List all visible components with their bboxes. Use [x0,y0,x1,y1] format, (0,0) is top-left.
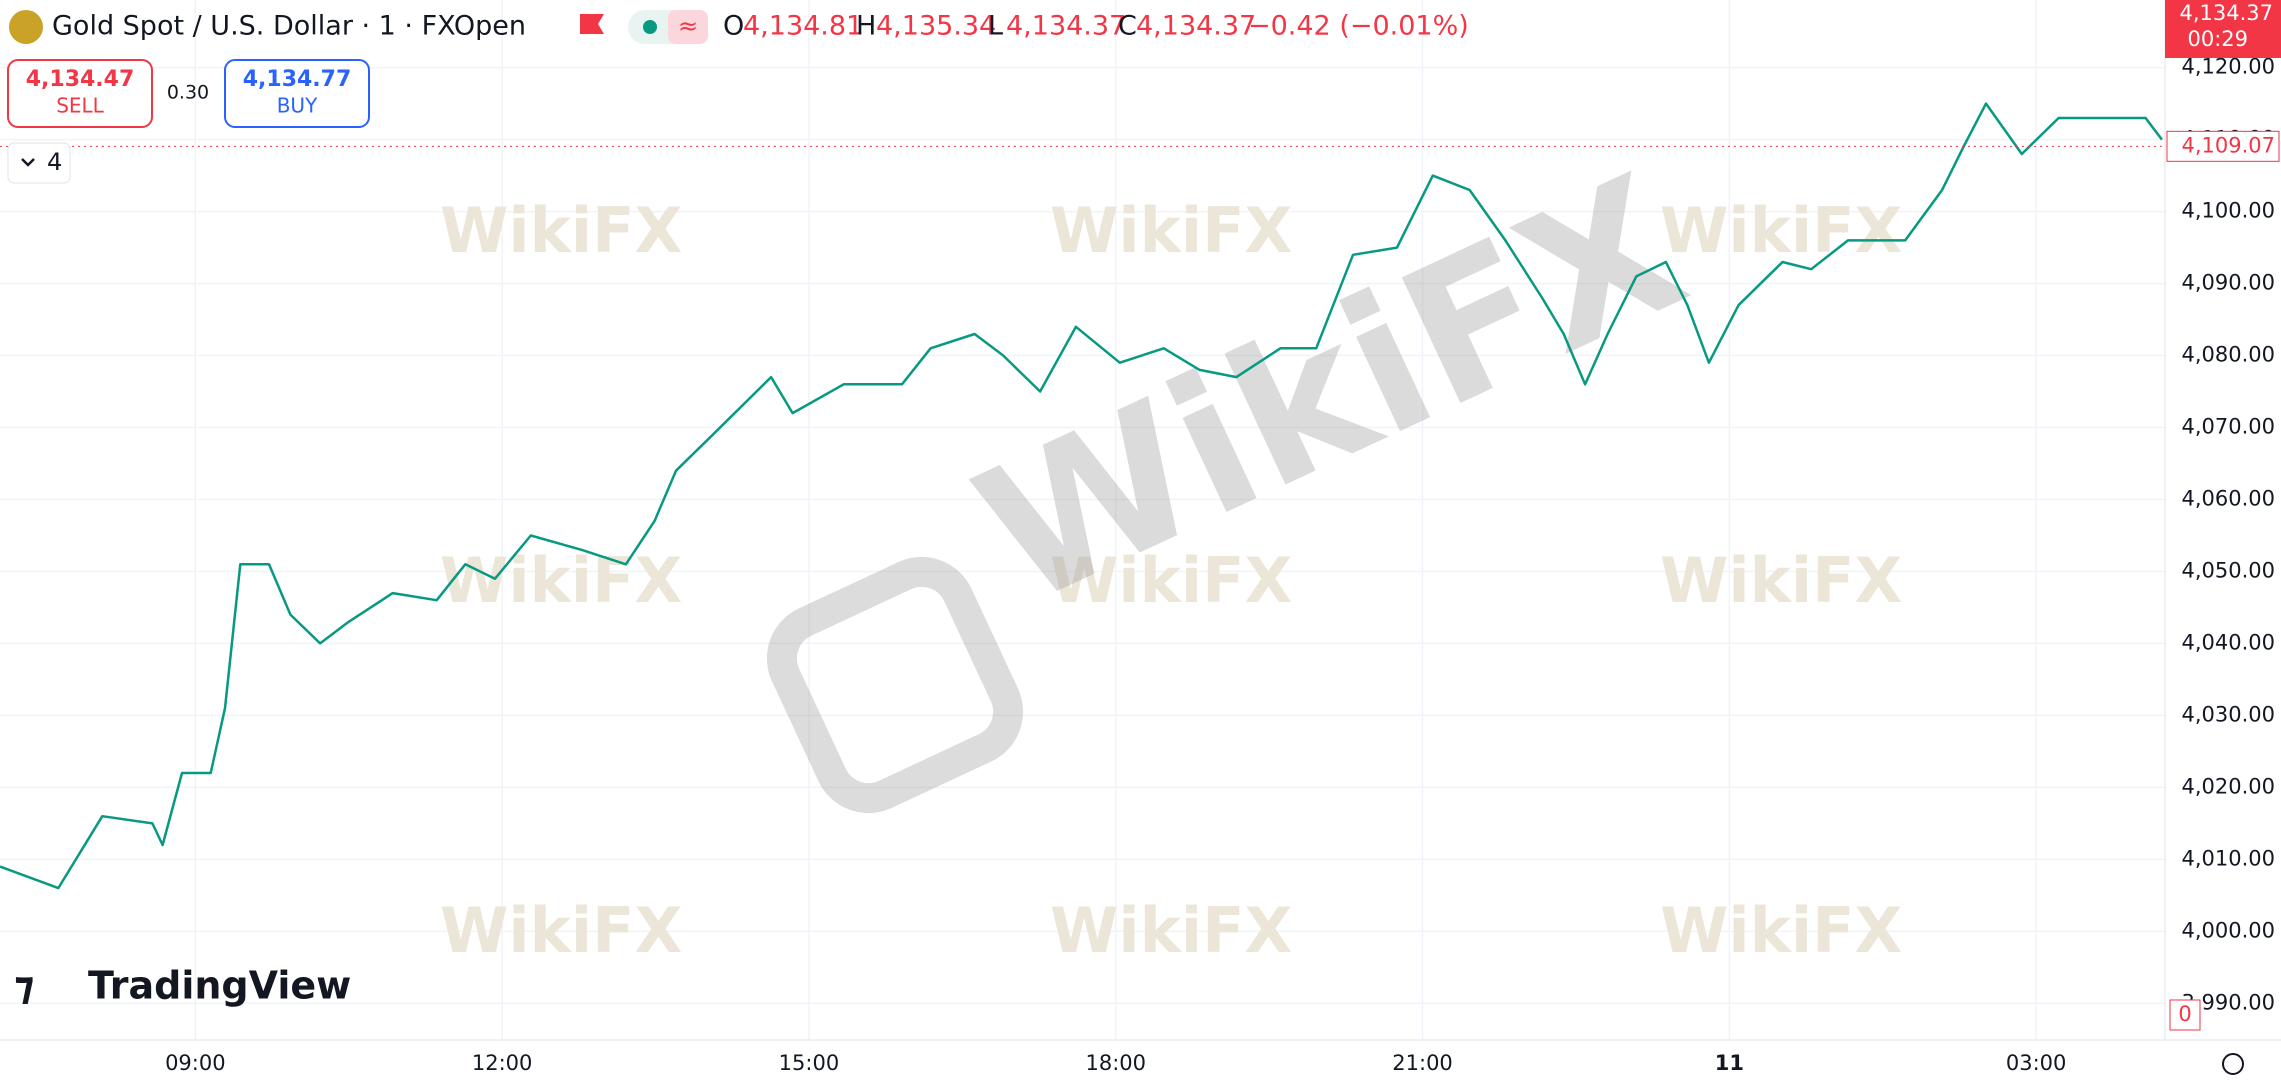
x-tick-label: 21:00 [1392,1051,1453,1075]
ohlc-value: 4,134.37 [1006,11,1126,42]
logo: TradingView [88,964,351,1008]
flag-icon [580,14,604,34]
watermark: WikiFX [1050,194,1292,267]
x-tick-label: 18:00 [1085,1051,1146,1075]
price-axis: 3,990.004,000.004,010.004,020.004,030.00… [2166,55,2280,1014]
y-tick-label: 4,060.00 [2181,486,2275,510]
plot [0,102,2165,890]
chevron-icon[interactable] [21,158,35,167]
y-tick-label: 4,040.00 [2181,630,2275,654]
change: −0.42 (−0.01%) [1248,11,1469,42]
watermark-logo [766,556,1024,814]
watermark: WikiFX [440,194,682,267]
watermark: WikiFX [1660,544,1902,617]
ohlc-value: 4,134.37 [1136,11,1256,42]
x-tick-label: 15:00 [779,1051,840,1075]
y-tick-label: 4,080.00 [2181,343,2275,367]
price-line [0,102,2163,890]
market-open-dot [643,20,657,34]
sell-price[interactable]: 4,134.47 [26,67,135,92]
price-line-label: 4,109.07 [2181,133,2275,157]
watermark: WikiFX [1660,894,1902,967]
y-tick-label: 4,100.00 [2181,199,2275,223]
watermark: WikiFX [440,544,682,617]
buy-price[interactable]: 4,134.77 [243,67,352,92]
y-tick-label: 4,000.00 [2181,918,2275,942]
watermark: WikiFX [1050,894,1292,967]
y-tick-label: 4,070.00 [2181,415,2275,439]
countdown: 00:29 [2187,27,2248,51]
y-tick-label: 4,010.00 [2181,846,2275,870]
status-symbol: ≈ [678,12,698,40]
ohlc-label: H [856,11,876,42]
x-tick-label: 03:00 [2006,1051,2067,1075]
logo-mark: ⁊ [14,963,35,1009]
y-tick-label: 4,050.00 [2181,558,2275,582]
y-tick-label: 4,120.00 [2181,55,2275,79]
status-icon [668,10,708,44]
x-tick-label: 12:00 [472,1051,533,1075]
last-price-box [2165,0,2281,58]
ohlc-value: 4,134.81 [743,11,863,42]
y-tick-label: 4,090.00 [2181,271,2275,295]
symbol-icon [9,10,43,44]
sell-label[interactable]: SELL [56,94,104,118]
y-tick-label: 4,030.00 [2181,702,2275,726]
volume-label: 0 [2178,1002,2191,1026]
watermark: WikiFX [1050,544,1292,617]
ohlc-label: L [988,11,1003,42]
symbol-title: Gold Spot / U.S. Dollar · 1 · FXOpen [52,11,526,42]
indicators-toggle[interactable] [7,142,71,184]
y-tick-label: 4,020.00 [2181,774,2275,798]
x-tick-label: 11 [1715,1051,1744,1075]
indicators-count[interactable]: 4 [47,148,62,176]
x-tick-label: 09:00 [165,1051,226,1075]
ohlc-label: C [1118,11,1137,42]
buy-label[interactable]: BUY [277,94,318,118]
watermark: WikiFX [440,894,682,967]
settings-icon[interactable] [2222,1053,2244,1075]
price-line-box [2166,130,2280,162]
spread: 0.30 [167,82,209,104]
buy-button[interactable] [224,59,370,128]
ohlc-value: 4,135.34 [876,11,996,42]
grid [0,0,2165,1040]
sell-button[interactable] [7,59,153,128]
watermark: WikiFX [1660,194,1902,267]
volume-box [2169,999,2201,1031]
last-price: 4,134.37 [2179,1,2273,25]
ohlc-label: O [723,11,744,42]
